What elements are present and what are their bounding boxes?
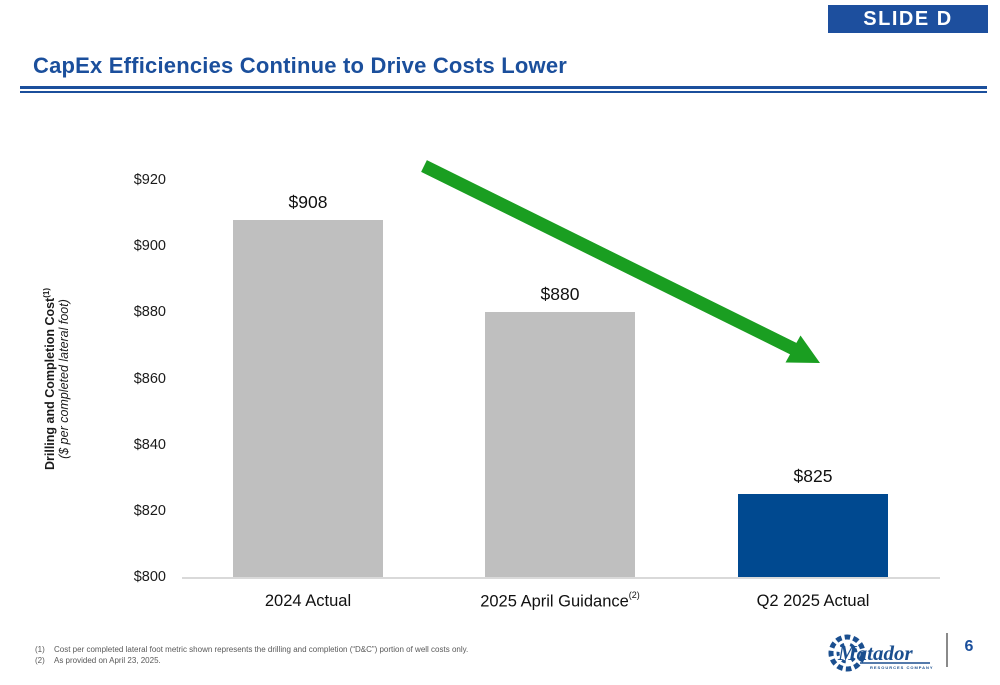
y-axis-title-line2: ($ per completed lateral foot) (57, 298, 72, 459)
matador-logo: Matador RESOURCES COMPANY (826, 629, 944, 682)
footnote-2: (2) As provided on April 23, 2025. (35, 655, 468, 666)
bar-value-label: $908 (288, 191, 328, 212)
x-category-label: 2024 Actual (264, 592, 352, 610)
footnote-2-number: (2) (35, 656, 45, 665)
logo-brand-text: Matador (837, 641, 914, 665)
logo-sub-text: RESOURCES COMPANY (870, 665, 934, 670)
y-tick-label: $920 (133, 172, 166, 188)
y-tick-label: $860 (133, 370, 166, 387)
footnote-1-number: (1) (35, 645, 45, 654)
y-tick-label: $840 (133, 436, 166, 453)
y-tick-label: $900 (133, 238, 166, 255)
y-tick-label: $800 (133, 569, 166, 585)
x-category-superscript: (2) (628, 590, 640, 600)
bar-value-label: $825 (793, 466, 833, 487)
bar-2 (485, 312, 635, 577)
slide-label-badge: SLIDE D (828, 5, 988, 33)
bar-value-label: $880 (540, 284, 580, 305)
gear-icon (828, 634, 866, 672)
y-axis-title-line1: Drilling and Completion Cost(1) (42, 287, 58, 470)
y-tick-label: $880 (133, 304, 166, 321)
x-axis-line (182, 577, 940, 579)
bar-3 (738, 494, 888, 577)
footnote-1: (1) Cost per completed lateral foot metr… (35, 644, 468, 655)
title-underline-thick (20, 86, 987, 89)
x-category-label: Q2 2025 Actual (756, 592, 870, 610)
footnotes: (1) Cost per completed lateral foot metr… (35, 644, 468, 666)
y-axis-title: Drilling and Completion Cost(1) ($ per c… (34, 180, 94, 577)
footnote-1-text: Cost per completed lateral foot metric s… (54, 645, 469, 654)
page-title: CapEx Efficiencies Continue to Drive Cos… (33, 53, 568, 78)
y-axis-title-superscript: (1) (42, 287, 51, 298)
footnote-2-text: As provided on April 23, 2025. (54, 656, 161, 665)
bar-1 (233, 219, 383, 577)
y-tick-label: $820 (133, 502, 166, 519)
footer-divider (946, 633, 948, 667)
x-category-label: 2025 April Guidance(2) (480, 590, 640, 611)
page-number: 6 (964, 638, 974, 655)
title-underline-thin (20, 91, 987, 93)
